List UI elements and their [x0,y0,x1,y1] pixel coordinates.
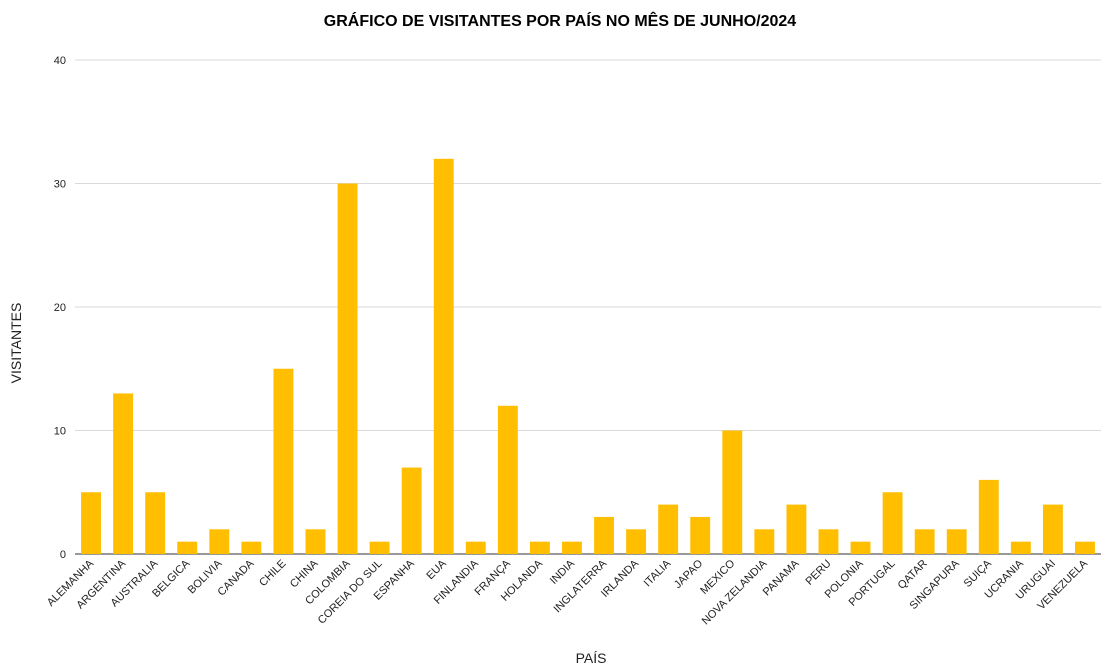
bar-mexico [722,430,743,554]
y-tick-label: 20 [54,302,66,314]
bar-inglaterra [594,516,614,554]
x-tick-label: CHILE [257,558,288,589]
x-tick-label: CANADA [216,557,257,598]
bar-irlanda [626,529,647,554]
y-tick-label: 30 [54,179,66,191]
bar-colombia [337,183,358,554]
bar-australia [145,492,166,554]
bar-suiça [978,479,999,554]
bar-singapura [946,529,967,554]
bar-argentina [113,393,134,554]
bar-panama [786,504,807,554]
bars [81,158,1095,555]
chart-title: GRÁFICO DE VISITANTES POR PAÍS NO MÊS DE… [324,11,796,30]
x-tick-label: EUA [424,557,449,582]
bar-coreia-do-sul [369,541,390,554]
y-tick-label: 0 [60,549,66,561]
x-tick-label: ITALIA [642,557,674,589]
bar-holanda [529,541,550,554]
y-axis-label: VISITANTES [8,303,24,384]
x-tick-label: PANAMA [761,557,802,598]
y-tick-label: 10 [54,426,66,438]
bar-china [305,529,326,554]
bar-ucrania [1010,541,1031,554]
bar-qatar [914,529,935,554]
bar-frança [497,405,518,554]
bar-eua [433,158,454,555]
bar-peru [818,529,839,554]
bar-portugal [882,492,903,554]
bar-venezuela [1075,541,1095,554]
bar-chile [273,368,294,554]
x-tick-label: PERU [803,558,833,588]
bar-uruguai [1042,504,1063,554]
x-axis-ticks: ALEMANHAARGENTINAAUSTRALIABELGICABOLIVIA… [45,557,1091,627]
y-axis-ticks: 0 10 20 30 40 [54,55,66,561]
x-axis-label: PAÍS [576,650,607,666]
bar-italia [658,504,679,554]
y-tick-label: 40 [54,55,66,67]
bar-espanha [401,467,422,554]
bar-india [562,541,582,554]
bar-finlandia [465,541,486,554]
bar-alemanha [81,492,101,554]
bar-japao [690,516,711,554]
bar-polonia [850,541,871,554]
x-tick-label: INDIA [548,557,578,587]
bar-canada [241,541,262,554]
bar-belgica [177,541,198,554]
bar-bolivia [209,529,230,554]
bar-nova-zelandia [754,529,775,554]
grid-lines [75,59,1101,555]
